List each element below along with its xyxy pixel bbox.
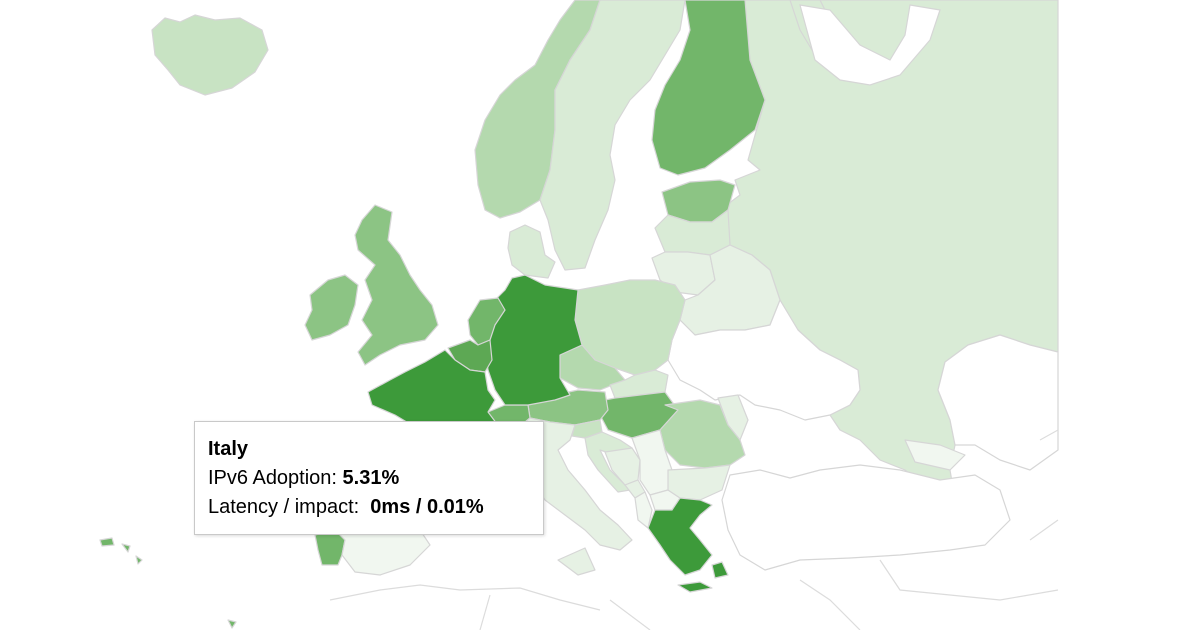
country-finland[interactable] <box>651 0 766 176</box>
tooltip-country-name: Italy <box>208 438 249 460</box>
country-albania[interactable] <box>634 491 653 529</box>
country-azores[interactable] <box>99 537 143 565</box>
africa-border-lines <box>329 429 1059 630</box>
tooltip-adoption-value: 5.31% <box>342 467 400 489</box>
country-united-kingdom[interactable] <box>354 204 439 366</box>
tooltip-adoption-row: IPv6 Adoption: 5.31% <box>208 464 530 493</box>
country-netherlands[interactable] <box>467 297 506 346</box>
country-ukraine[interactable] <box>667 299 861 421</box>
tooltip-latency-row: Latency / impact: 0ms / 0.01% <box>208 493 530 522</box>
country-greece[interactable] <box>647 497 713 576</box>
country-kazakhstan[interactable] <box>937 334 1059 471</box>
country-germany[interactable] <box>484 274 583 406</box>
tooltip-adoption-label: IPv6 Adoption: <box>208 467 343 489</box>
country-madeira[interactable] <box>227 619 237 629</box>
white-sea-shape <box>799 4 941 86</box>
country-italy-sicily[interactable] <box>557 547 596 576</box>
country-tooltip: Italy IPv6 Adoption: 5.31% Latency / imp… <box>194 421 544 535</box>
country-bulgaria[interactable] <box>667 464 731 501</box>
country-greece-crete[interactable] <box>677 581 713 593</box>
tooltip-latency-value: 0ms / 0.01% <box>370 496 484 518</box>
country-croatia[interactable] <box>584 431 633 493</box>
country-denmark[interactable] <box>507 224 556 279</box>
country-iceland[interactable] <box>151 14 269 96</box>
country-sweden[interactable] <box>539 0 686 271</box>
country-spain[interactable] <box>334 529 431 576</box>
country-georgia[interactable] <box>904 439 966 471</box>
country-greece-islands[interactable] <box>711 561 729 579</box>
tooltip-latency-label: Latency / impact: <box>208 496 371 518</box>
country-ireland[interactable] <box>304 274 359 341</box>
country-turkey[interactable] <box>721 464 1011 571</box>
